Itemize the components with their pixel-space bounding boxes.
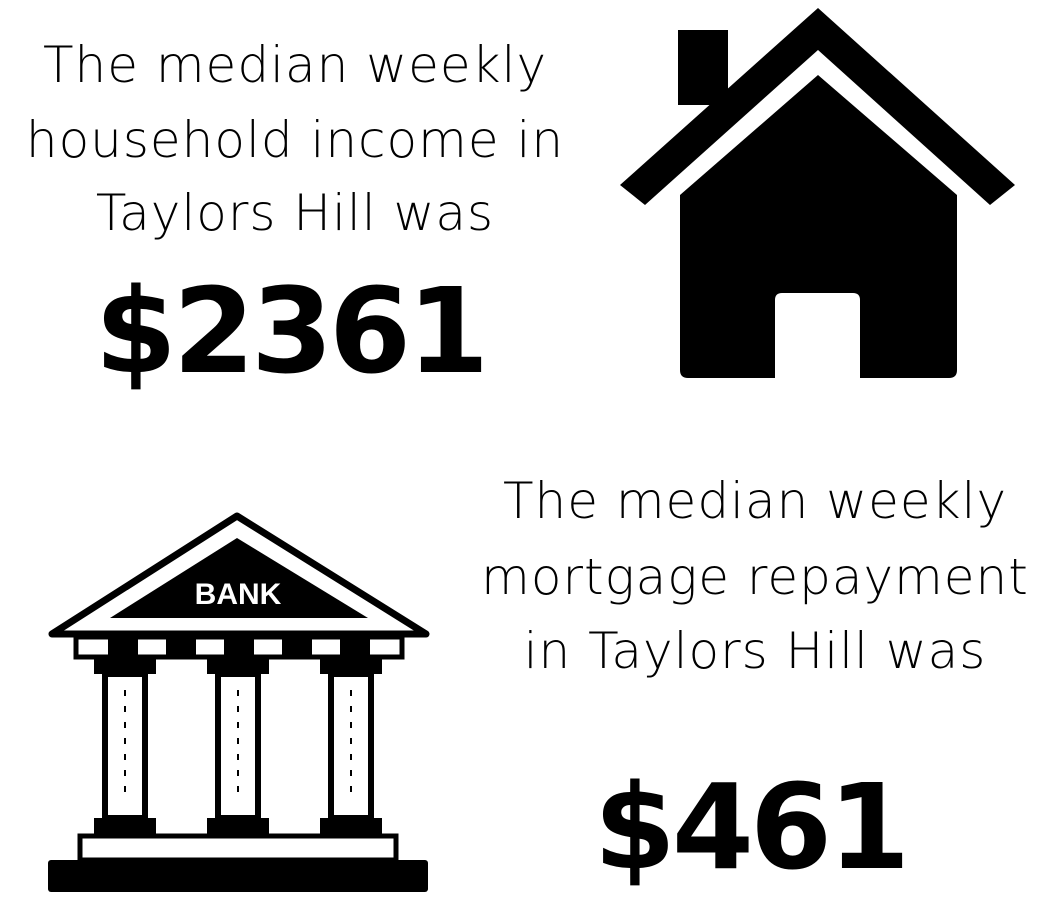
bank-label: BANK [195,578,282,611]
bank-icon: BANK [48,512,430,892]
mortgage-line: The median weekly [503,472,1007,530]
income-line: Taylors Hill was [96,184,494,242]
income-line: The median weekly [43,36,547,94]
income-value: $2361 [95,262,486,400]
mortgage-line: mortgage repayment [481,548,1029,606]
house-icon [620,8,1015,378]
income-line: household income in [26,111,564,169]
mortgage-value: $461 [594,758,906,896]
mortgage-line: in Taylors Hill was [524,622,987,680]
